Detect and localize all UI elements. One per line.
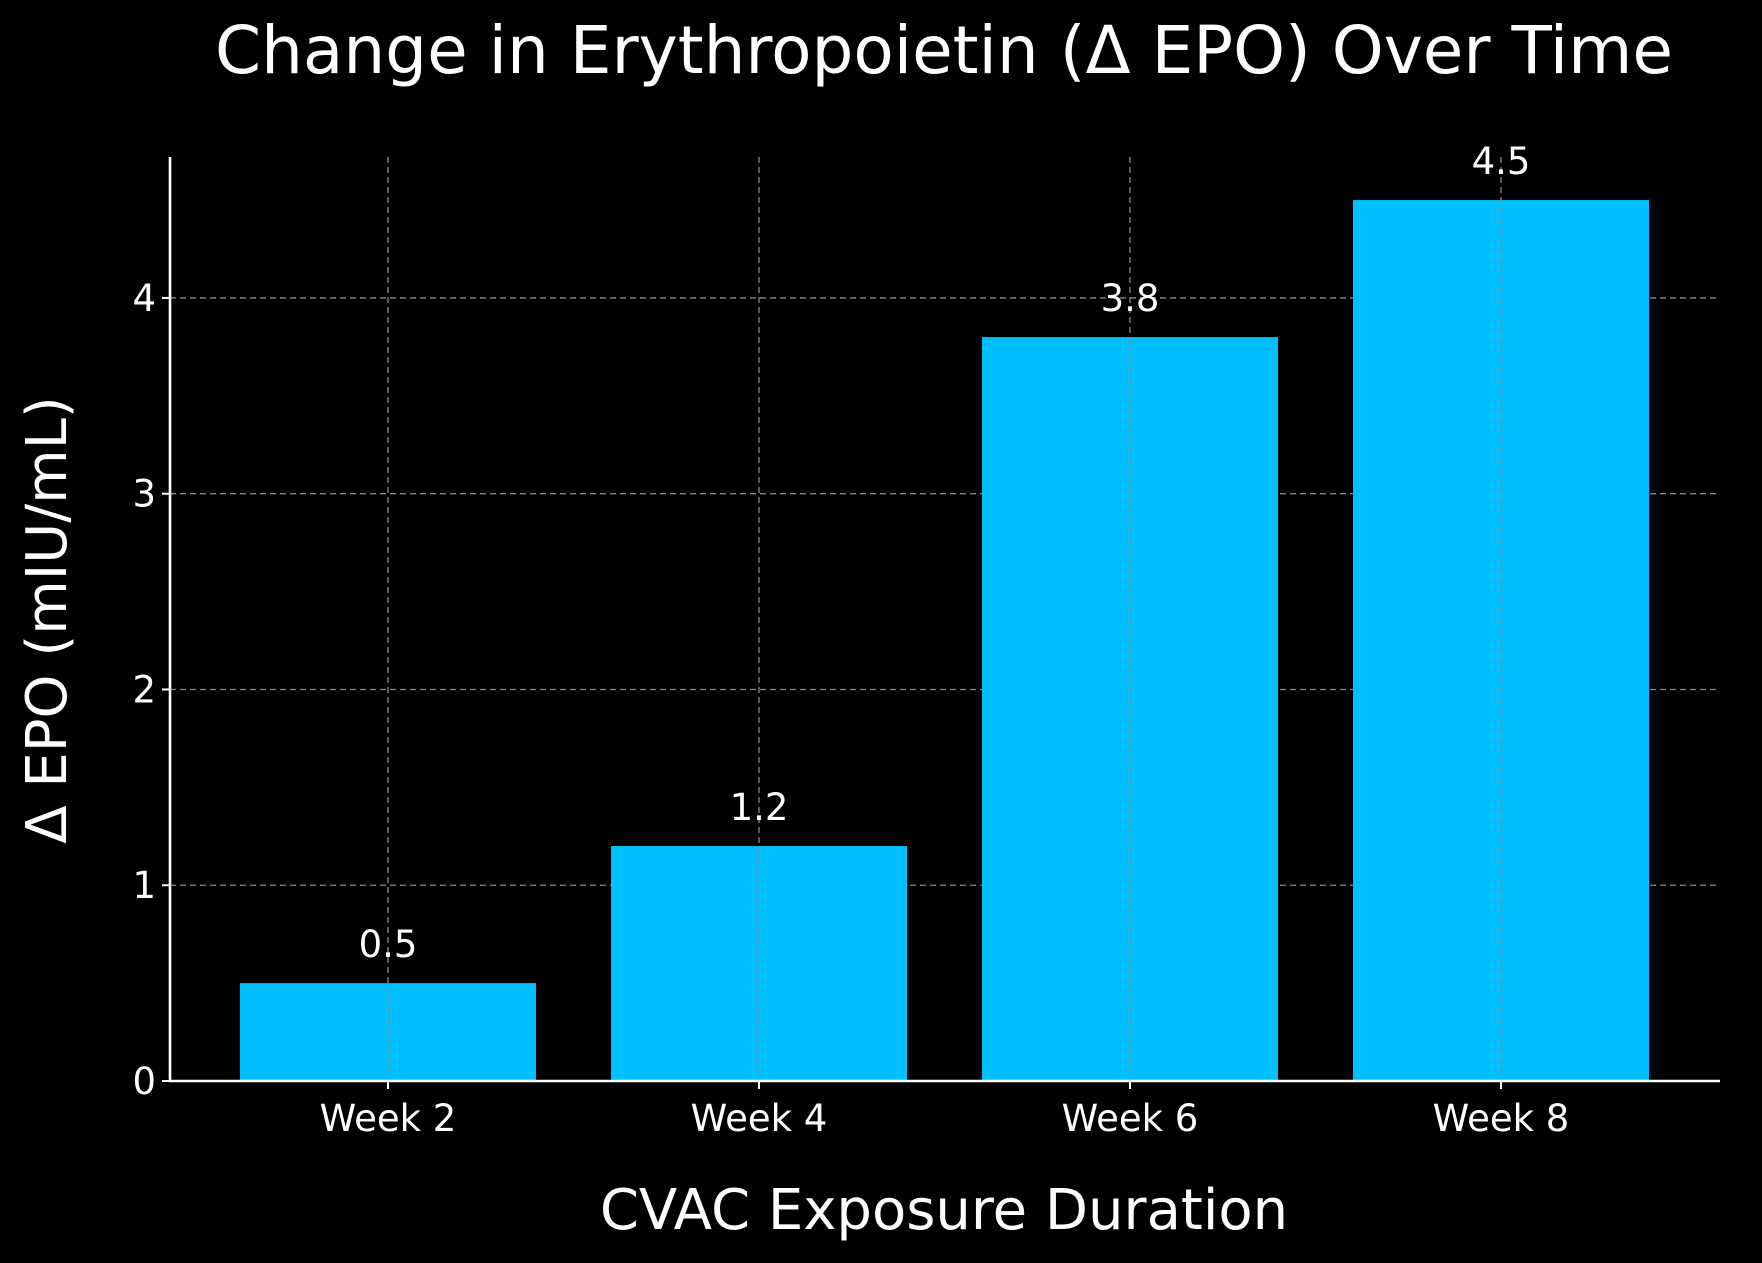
x-tick-label: Week 4 [691,1097,828,1140]
y-tick-label: 0 [132,1060,156,1103]
x-tick-label: Week 6 [1062,1097,1199,1140]
data-labels: 0.5 1.2 3.8 4.5 [359,140,1531,966]
y-tick-label: 2 [132,668,156,711]
y-axis-title: Δ EPO (mIU/mL) [15,396,80,844]
y-tick-label: 4 [132,277,156,320]
x-tick-label: Week 2 [320,1097,457,1140]
bar-value-label: 1.2 [730,786,789,829]
x-grid-layer [387,157,1502,1081]
y-tick-label: 3 [132,473,156,516]
bar-value-label: 3.8 [1101,277,1160,320]
x-axis-title: CVAC Exposure Duration [600,1178,1288,1243]
chart-title: Change in Erythropoietin (Δ EPO) Over Ti… [215,12,1673,89]
bar-value-label: 0.5 [359,923,418,966]
x-ticks: Week 2 Week 4 Week 6 Week 8 [320,1081,1570,1140]
bar-value-label: 4.5 [1472,140,1531,183]
x-tick-label: Week 8 [1433,1097,1570,1140]
y-tick-label: 1 [132,864,156,907]
y-ticks: 0 1 2 3 4 [132,277,170,1103]
